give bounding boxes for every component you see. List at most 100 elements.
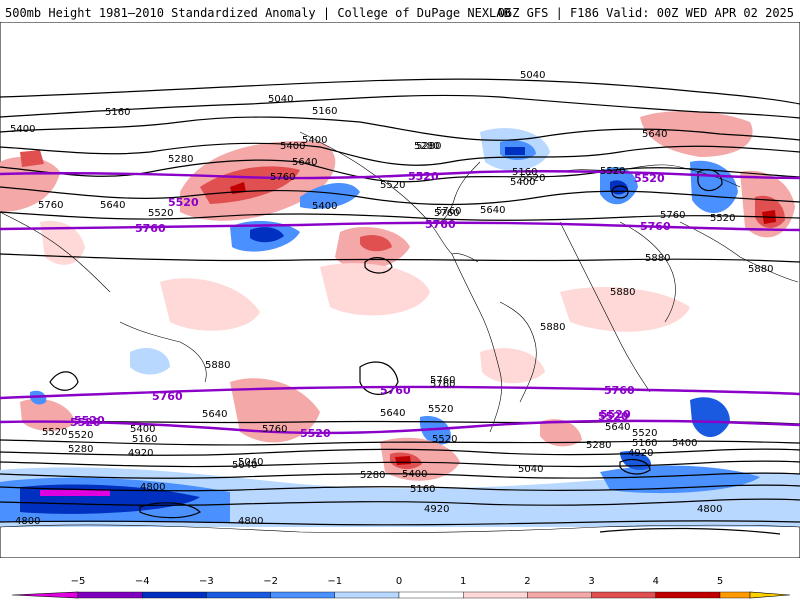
closed-contour [364, 257, 393, 274]
positive-anomaly-area [0, 156, 60, 212]
positive-anomaly-area [320, 263, 430, 316]
contour-label: 4800 [697, 504, 722, 515]
negative-anomaly-area [690, 397, 730, 437]
positive-anomaly-area [230, 378, 320, 443]
contour-label: 5880 [540, 322, 565, 333]
contour-label: 5400 [280, 141, 305, 152]
height-contour-line [599, 527, 781, 535]
contour-label: 5640 [480, 205, 505, 216]
contour-label: 5760 [38, 200, 63, 211]
colorbar-tick-label: −1 [327, 576, 342, 587]
positive-anomaly-area [395, 456, 411, 465]
contour-label: 4800 [238, 516, 263, 527]
purple-contour-label: 5760 [380, 384, 411, 397]
colorbar-tick-label: 4 [653, 576, 659, 587]
map-title: 500mb Height 1981–2010 Standardized Anom… [5, 6, 511, 20]
purple-contour-label: 5520 [598, 410, 629, 423]
height-contour-line [0, 78, 800, 105]
closed-contour [49, 371, 79, 391]
contour-label: 5520 [68, 430, 93, 441]
purple-contour-label: 5760 [640, 220, 671, 233]
contour-label: 5160 [632, 438, 657, 449]
contour-label: 5400 [302, 135, 327, 146]
contour-label: 5400 [510, 177, 535, 188]
colorbar-segment [77, 591, 143, 599]
closed-contour [619, 458, 651, 475]
colorbar-segment [270, 591, 336, 599]
colorbar-segment [463, 591, 528, 599]
run-info: 06Z GFS | F186 Valid: 00Z WED APR 02 202… [497, 6, 794, 20]
negative-anomaly-area [250, 227, 284, 243]
contour-label: 4920 [424, 504, 449, 515]
positive-anomaly-area [20, 398, 75, 431]
colorbar-segments [11, 591, 791, 599]
negative-anomaly-area [419, 416, 451, 445]
contour-label: 5280 [586, 440, 611, 451]
south-america-coast [451, 253, 502, 433]
north-america-coast [439, 161, 481, 223]
negative-anomaly-area [300, 182, 360, 209]
contour-label: 5160 [105, 107, 130, 118]
contour-label: 5760 [660, 210, 685, 221]
contour-label: 4920 [628, 448, 653, 459]
purple-contour-label: 5760 [152, 390, 183, 403]
negative-anomaly-area [130, 347, 170, 375]
purple-contour-line [0, 170, 800, 180]
purple-contour-label: 5520 [300, 427, 331, 440]
contour-label: 5280 [360, 470, 385, 481]
colorbar-tick-label: −2 [263, 576, 278, 587]
contour-label: 5280 [414, 141, 439, 152]
positive-anomaly-area [40, 220, 85, 265]
highlight-contour-labels: 5520 5520 5760 5520 5760 5520 5760 5760 … [70, 170, 671, 440]
contour-label: 5880 [748, 264, 773, 275]
colorbar-tick-label: −4 [135, 576, 150, 587]
south-america-coast [499, 301, 537, 403]
contour-label: 5880 [645, 253, 670, 264]
colorbar-tick-label: 2 [524, 576, 530, 587]
purple-contour-label: 5520 [634, 172, 665, 185]
contour-label: 5040 [520, 70, 545, 81]
contour-label: 4920 [128, 448, 153, 459]
purple-contour-label: 5520 [600, 408, 631, 421]
closed-contour [139, 502, 201, 519]
contour-label: 5040 [238, 457, 263, 468]
anomaly-colorbar: −5 −4 −3 −2 −1 0 1 2 3 4 5 [11, 576, 791, 599]
colorbar-tick-label: 3 [588, 576, 594, 587]
purple-contour-label: 5520 [408, 170, 439, 183]
asia-coast [679, 221, 799, 283]
contour-label: 5040 [268, 94, 293, 105]
contour-label: 5160 [132, 434, 157, 445]
height-contour-line [0, 253, 800, 263]
contour-label: 5880 [610, 287, 635, 298]
contour-label: 5400 [672, 438, 697, 449]
contour-label: 5640 [100, 200, 125, 211]
purple-contour-line [0, 419, 800, 435]
contour-label: 5520 [520, 173, 545, 184]
colorbar-tick-label: −5 [71, 576, 86, 587]
colorbar-high-arrow [749, 591, 791, 599]
positive-anomaly-area [640, 110, 753, 157]
contour-label: 5520 [710, 213, 735, 224]
contour-label: 5760 [430, 375, 455, 386]
height-contour-line [0, 520, 800, 526]
purple-contour-label: 5760 [604, 384, 635, 397]
contour-label: 5640 [642, 129, 667, 140]
colorbar-segment [655, 591, 721, 599]
height-contour-line [0, 439, 800, 446]
purple-contour-label: 5760 [135, 222, 166, 235]
height-contour-line [0, 94, 800, 119]
contour-label: 5760 [436, 206, 461, 217]
africa-coast [559, 221, 651, 393]
extreme-anomaly-area [40, 490, 110, 496]
positive-anomaly-area [560, 287, 690, 332]
colorbar-tick-label: 5 [717, 576, 723, 587]
closed-contour [697, 169, 723, 192]
colorbar-segment [334, 591, 400, 599]
colorbar-segment [719, 591, 751, 599]
africa-coast [619, 221, 676, 323]
contour-label: 5280 [68, 444, 93, 455]
contour-label: 5760 [270, 172, 295, 183]
colorbar-segment [591, 591, 656, 599]
contour-label: 5160 [312, 106, 337, 117]
purple-contour-label: 5520 [70, 416, 101, 429]
